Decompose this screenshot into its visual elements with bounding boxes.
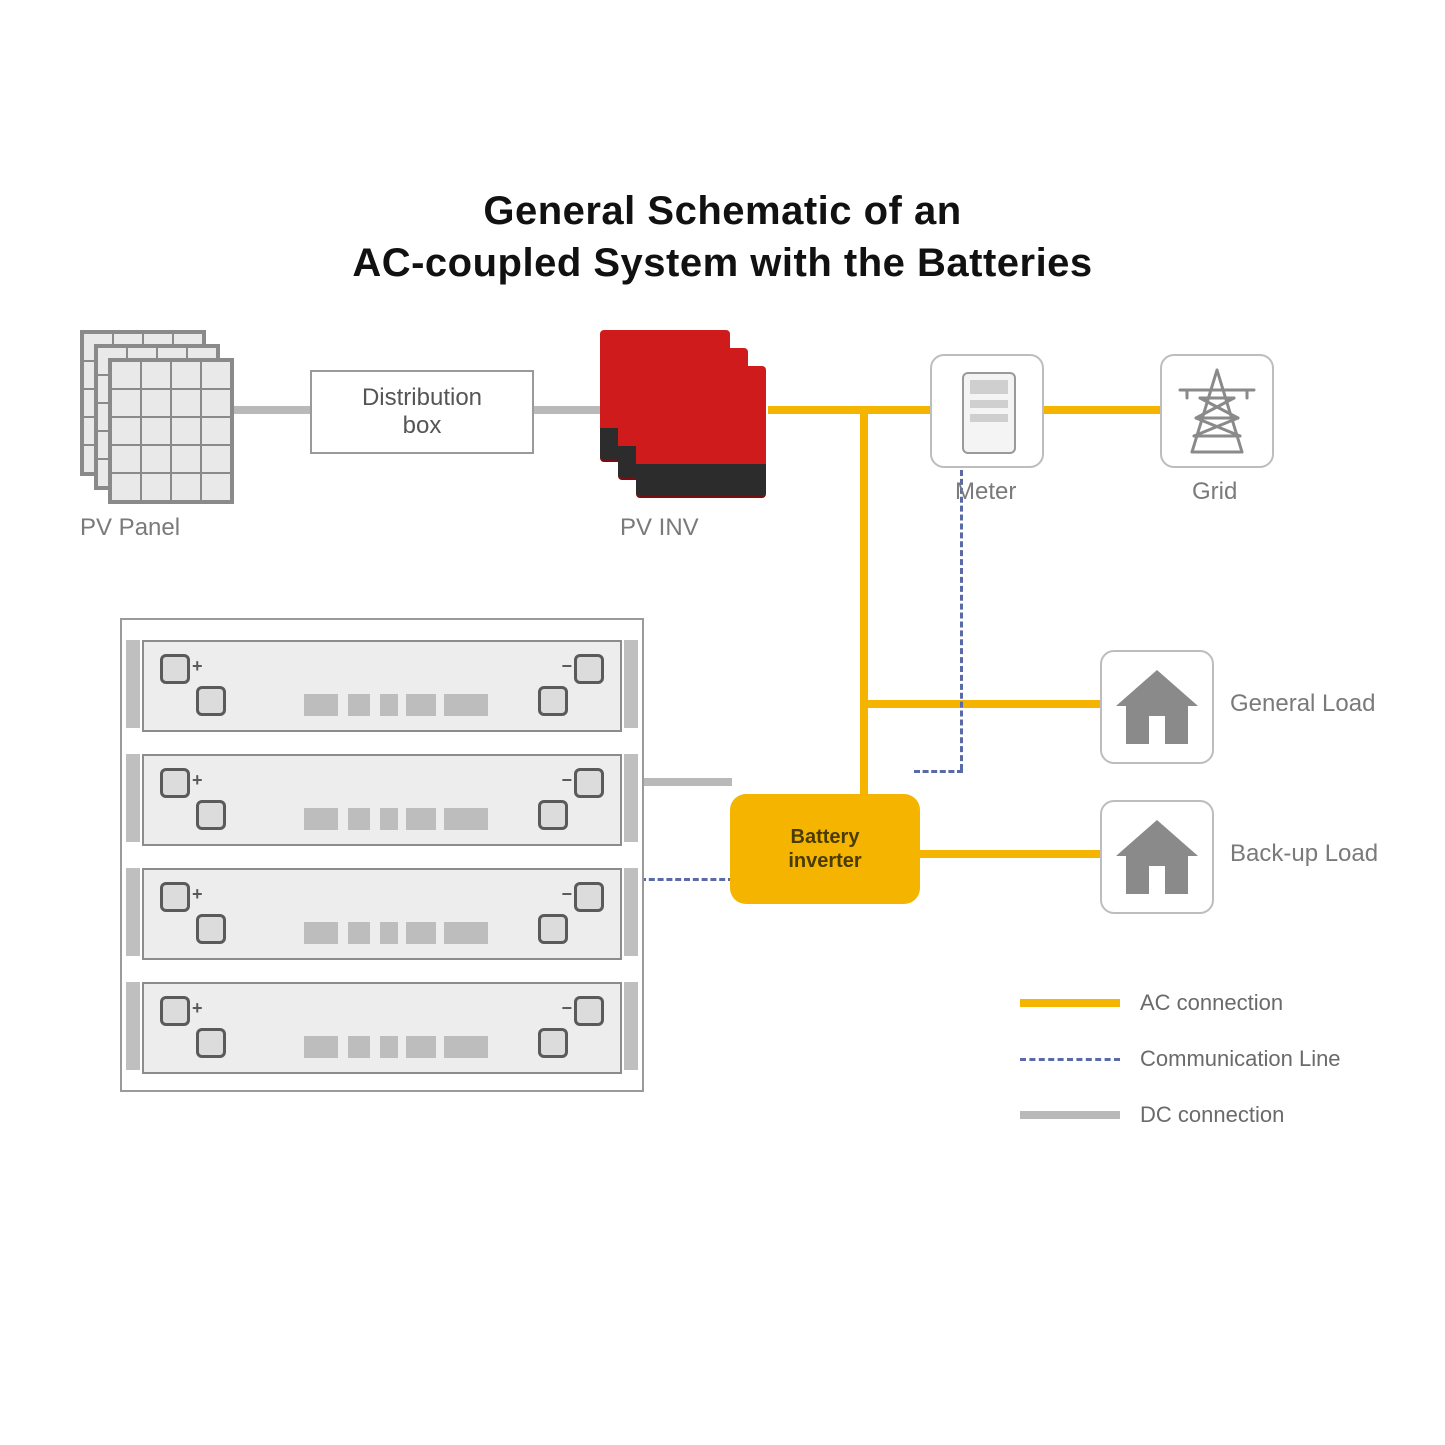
legend-ac-row: AC connection bbox=[1020, 990, 1283, 1016]
ac-line-to-general-load bbox=[860, 700, 1102, 708]
legend-dc-swatch bbox=[1020, 1111, 1120, 1119]
legend-comm-label: Communication Line bbox=[1140, 1046, 1341, 1072]
legend-comm-row: Communication Line bbox=[1020, 1046, 1341, 1072]
meter-icon-box bbox=[930, 354, 1044, 468]
legend-ac-label: AC connection bbox=[1140, 990, 1283, 1016]
ac-bus-vertical bbox=[860, 406, 868, 802]
battery-rack: + − + − + − bbox=[120, 618, 644, 1092]
ac-line-pvinv-to-meter bbox=[768, 406, 933, 414]
legend-dc-label: DC connection bbox=[1140, 1102, 1284, 1128]
comm-line-meter-down bbox=[960, 470, 963, 770]
grid-tower-icon bbox=[1162, 356, 1272, 466]
pv-inverter-icon bbox=[636, 366, 766, 496]
distribution-box-label: Distributionbox bbox=[362, 384, 482, 439]
ac-line-battinv-to-backup bbox=[916, 850, 1102, 858]
general-load-label: General Load bbox=[1230, 690, 1375, 718]
diagram-title: General Schematic of an AC-coupled Syste… bbox=[0, 185, 1445, 289]
title-line-2: AC-coupled System with the Batteries bbox=[352, 241, 1092, 285]
meter-icon bbox=[962, 372, 1016, 454]
grid-label: Grid bbox=[1192, 478, 1237, 506]
comm-line-to-battinv bbox=[914, 770, 963, 773]
general-load-icon-box bbox=[1100, 650, 1214, 764]
legend-comm-swatch bbox=[1020, 1058, 1120, 1061]
battery-module: + − bbox=[142, 640, 622, 732]
meter-label: Meter bbox=[955, 478, 1016, 506]
house-icon bbox=[1102, 652, 1212, 762]
schematic-canvas: General Schematic of an AC-coupled Syste… bbox=[0, 0, 1445, 1445]
ac-line-meter-to-grid bbox=[1040, 406, 1160, 414]
title-line-1: General Schematic of an bbox=[483, 189, 961, 233]
pv-panel-icon bbox=[108, 358, 234, 504]
battery-module: + − bbox=[142, 982, 622, 1074]
distribution-box: Distributionbox bbox=[310, 370, 534, 454]
house-icon bbox=[1102, 802, 1212, 912]
battery-inverter-label: Batteryinverter bbox=[788, 825, 861, 873]
grid-icon-box bbox=[1160, 354, 1274, 468]
dc-line-rack-to-battinv bbox=[640, 778, 732, 786]
legend-ac-swatch bbox=[1020, 999, 1120, 1007]
battery-inverter-box: Batteryinverter bbox=[730, 794, 920, 904]
backup-load-label: Back-up Load bbox=[1230, 840, 1378, 868]
legend-dc-row: DC connection bbox=[1020, 1102, 1284, 1128]
battery-module: + − bbox=[142, 868, 622, 960]
pv-inverter-label: PV INV bbox=[620, 514, 699, 542]
pv-panel-label: PV Panel bbox=[80, 514, 180, 542]
battery-module: + − bbox=[142, 754, 622, 846]
backup-load-icon-box bbox=[1100, 800, 1214, 914]
comm-line-rack-to-battinv bbox=[640, 878, 734, 881]
